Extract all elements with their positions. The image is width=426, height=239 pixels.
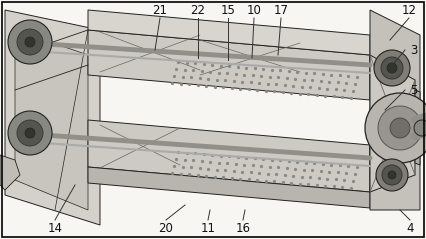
Polygon shape	[370, 55, 415, 192]
Text: 3: 3	[410, 43, 417, 56]
Polygon shape	[88, 30, 370, 100]
Circle shape	[374, 50, 410, 86]
Text: 22: 22	[190, 4, 205, 16]
Polygon shape	[0, 155, 20, 190]
Circle shape	[390, 118, 410, 138]
Polygon shape	[88, 10, 370, 55]
Polygon shape	[15, 30, 88, 210]
Polygon shape	[88, 167, 370, 208]
Circle shape	[376, 159, 408, 191]
Text: 15: 15	[221, 4, 236, 16]
Text: 10: 10	[247, 4, 262, 16]
Circle shape	[388, 171, 396, 179]
Text: 11: 11	[201, 222, 216, 234]
Text: 17: 17	[273, 4, 288, 16]
Polygon shape	[370, 10, 420, 210]
Text: 16: 16	[236, 222, 250, 234]
Circle shape	[25, 37, 35, 47]
Text: 21: 21	[153, 4, 167, 16]
Circle shape	[381, 57, 403, 79]
Circle shape	[17, 29, 43, 55]
Polygon shape	[5, 10, 100, 225]
Text: 4: 4	[406, 222, 414, 234]
Circle shape	[414, 120, 426, 136]
Text: 20: 20	[158, 222, 173, 234]
Circle shape	[25, 128, 35, 138]
Polygon shape	[415, 90, 420, 165]
Circle shape	[365, 93, 426, 163]
Circle shape	[8, 111, 52, 155]
Circle shape	[382, 165, 402, 185]
Circle shape	[17, 120, 43, 146]
Circle shape	[387, 63, 397, 73]
Text: 5: 5	[410, 83, 417, 97]
Text: 12: 12	[401, 4, 417, 16]
Polygon shape	[88, 120, 370, 192]
Circle shape	[8, 20, 52, 64]
Circle shape	[378, 106, 422, 150]
Text: 14: 14	[48, 222, 63, 234]
